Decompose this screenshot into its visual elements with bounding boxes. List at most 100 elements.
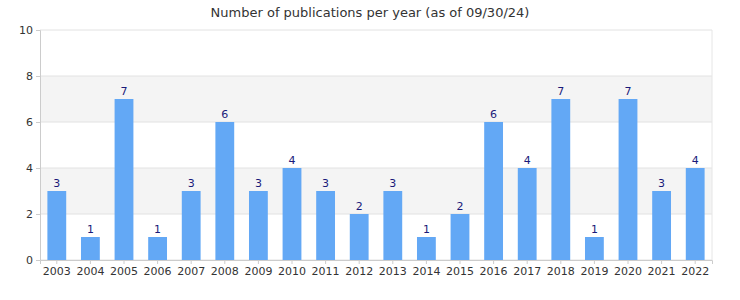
x-tick-mark — [628, 260, 629, 264]
data-label: 6 — [221, 108, 228, 121]
data-label: 1 — [154, 223, 161, 236]
x-tick-label: 2009 — [244, 265, 272, 278]
bar — [316, 191, 335, 260]
data-label: 3 — [322, 177, 329, 190]
bar — [585, 237, 604, 260]
y-tick-mark — [36, 214, 40, 215]
x-tick-label: 2005 — [110, 265, 138, 278]
grid-line — [40, 76, 712, 77]
x-tick-mark — [661, 260, 662, 264]
x-tick-label: 2019 — [580, 265, 608, 278]
x-tick: 2004 — [76, 260, 104, 278]
x-tick-label: 2011 — [312, 265, 340, 278]
x-tick-mark — [258, 260, 259, 264]
chart-title: Number of publications per year (as of 0… — [211, 5, 530, 20]
grid-line — [40, 214, 712, 215]
bar — [115, 99, 134, 260]
x-tick: 2013 — [379, 260, 407, 278]
x-tick: 2014 — [412, 260, 440, 278]
x-tick-mark — [56, 260, 57, 264]
plot: 0246810200320042005200620072008200920102… — [19, 24, 713, 278]
x-tick-mark — [359, 260, 360, 264]
data-label: 7 — [625, 85, 632, 98]
y-tick-mark — [36, 76, 40, 77]
y-tick-label: 4 — [26, 162, 33, 175]
x-tick: 2009 — [244, 260, 272, 278]
x-tick-label: 2021 — [648, 265, 676, 278]
y-tick: 0 — [26, 254, 40, 267]
x-tick-label: 2015 — [446, 265, 474, 278]
y-tick: 6 — [26, 116, 40, 129]
x-tick-mark — [292, 260, 293, 264]
x-tick: 2003 — [43, 260, 71, 278]
x-tick: 2006 — [144, 260, 172, 278]
data-label: 4 — [289, 154, 296, 167]
bar — [484, 122, 503, 260]
bar — [686, 168, 705, 260]
x-tick: 2018 — [547, 260, 575, 278]
grid — [40, 30, 712, 260]
x-tick-label: 2022 — [681, 265, 709, 278]
y-tick: 4 — [26, 162, 40, 175]
bar — [518, 168, 537, 260]
bar — [283, 168, 302, 260]
data-label: 3 — [389, 177, 396, 190]
x-tick: 2015 — [446, 260, 474, 278]
data-label: 3 — [53, 177, 60, 190]
y-tick: 2 — [26, 208, 40, 221]
bar — [619, 99, 638, 260]
x-tick-label: 2017 — [513, 265, 541, 278]
y-tick: 10 — [19, 24, 40, 37]
data-label: 1 — [591, 223, 598, 236]
data-label: 6 — [490, 108, 497, 121]
bar — [47, 191, 66, 260]
data-label: 2 — [457, 200, 464, 213]
data-label: 1 — [423, 223, 430, 236]
grid-band — [40, 76, 712, 122]
x-tick-mark — [191, 260, 192, 264]
x-tick: 2010 — [278, 260, 306, 278]
bar — [451, 214, 470, 260]
y-tick-label: 2 — [26, 208, 33, 221]
bar — [652, 191, 671, 260]
x-axis: 2003 2004 2005 2006 2007 2008 2009 2010 2011 2012… — [41, 260, 713, 278]
data-label: 3 — [188, 177, 195, 190]
x-tick-label: 2008 — [211, 265, 239, 278]
x-tick-mark — [527, 260, 528, 264]
y-tick-label: 10 — [19, 24, 33, 37]
y-tick-mark — [36, 168, 40, 169]
grid-line — [40, 30, 712, 31]
data-label: 1 — [87, 223, 94, 236]
y-tick-label: 0 — [26, 254, 33, 267]
x-tick-mark — [157, 260, 158, 264]
x-tick-mark — [594, 260, 595, 264]
x-tick-label: 2004 — [76, 265, 104, 278]
x-tick: 2022 — [681, 260, 709, 278]
grid-line — [40, 122, 712, 123]
chart: Number of publications per year (as of 0… — [0, 0, 740, 300]
data-label: 3 — [658, 177, 665, 190]
x-tick: 2020 — [614, 260, 642, 278]
x-tick-label: 2016 — [480, 265, 508, 278]
bar — [417, 237, 436, 260]
x-tick: 2019 — [580, 260, 608, 278]
data-label: 2 — [356, 200, 363, 213]
data-label: 7 — [557, 85, 564, 98]
bar — [383, 191, 402, 260]
y-axis-line — [36, 31, 41, 261]
bar — [148, 237, 167, 260]
x-tick-label: 2020 — [614, 265, 642, 278]
y-tick-mark — [36, 260, 40, 261]
x-tick-label: 2018 — [547, 265, 575, 278]
x-tick: 2011 — [312, 260, 340, 278]
bar — [215, 122, 234, 260]
x-tick: 2012 — [345, 260, 373, 278]
data-label: 7 — [121, 85, 128, 98]
x-tick-mark — [124, 260, 125, 264]
x-tick-mark — [426, 260, 427, 264]
x-tick-mark — [460, 260, 461, 264]
x-tick: 2017 — [513, 260, 541, 278]
x-tick-mark — [695, 260, 696, 264]
x-tick: 2007 — [177, 260, 205, 278]
grid-bands — [40, 76, 712, 214]
